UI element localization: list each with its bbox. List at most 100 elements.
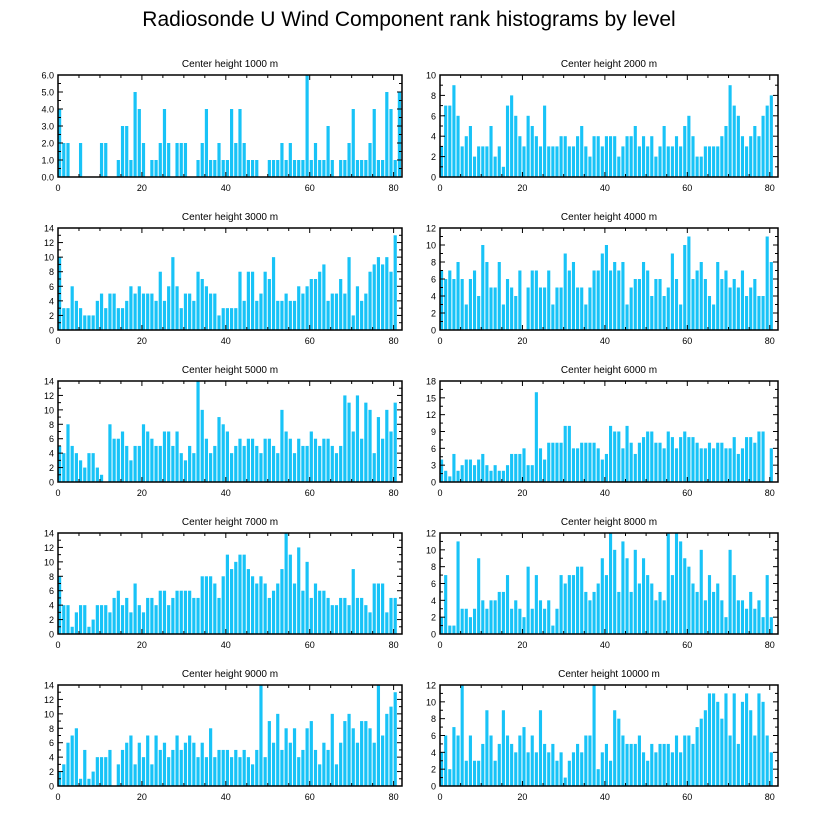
panel-8-bar-4 (456, 541, 460, 634)
panel-6-bar-59 (683, 431, 687, 482)
panel-6-bar-69 (724, 448, 728, 482)
panel-4-bar-4 (456, 262, 460, 330)
panel-4-bar-35 (584, 304, 588, 330)
panel-1-bar-41 (230, 109, 234, 177)
panel-5-bar-21 (146, 431, 150, 482)
panel-9-bar-76 (376, 685, 381, 786)
panel-9-bar-6 (83, 749, 87, 786)
panel-4-bar-31 (567, 270, 571, 330)
panel-5-bar-46 (250, 438, 255, 482)
panel-1-bar-77 (381, 160, 385, 177)
panel-4-bar-2 (448, 270, 452, 330)
panel-2-bar-68 (720, 136, 724, 177)
panel-4-ytick-label: 10 (426, 241, 436, 251)
panel-10-bar-49 (641, 752, 646, 786)
panel-2-bar-22 (530, 126, 534, 177)
panel-9-bar-16 (125, 742, 129, 786)
panel-6-bar-24 (538, 448, 543, 482)
panel-9-bar-45 (246, 757, 250, 786)
panel-10-bar-71 (732, 693, 736, 786)
panel-8-bar-79 (765, 575, 769, 634)
panel-8-bar-6 (464, 608, 468, 634)
panel-4-bar-37 (592, 270, 596, 330)
panel-5-bar-14 (116, 438, 120, 482)
panel-3-bar-56 (292, 300, 297, 330)
panel-9-bar-54 (284, 728, 288, 786)
panel-10-bar-20 (522, 727, 526, 786)
panel-8-bar-20 (522, 617, 526, 634)
panel-6-bar-5 (460, 465, 464, 482)
panel-8-bar-63 (699, 549, 703, 634)
panel-9-bar-23 (154, 735, 158, 786)
panel-8-title: Center height 8000 m (561, 517, 657, 528)
panel-2-bar-14 (497, 146, 501, 177)
panel-10-bar-50 (646, 760, 650, 786)
panel-5-bar-30 (183, 460, 188, 482)
panel-6-bar-32 (571, 448, 576, 482)
panel-1-bar-10 (99, 143, 104, 177)
panel-4-bar-11 (485, 262, 489, 330)
panel-3-bar-58 (301, 293, 305, 330)
panel-9-bar-5 (78, 778, 83, 786)
panel-5-title: Center height 5000 m (182, 365, 278, 376)
panel-9-ytick-label: 6 (49, 738, 54, 748)
panel-8-bar-66 (712, 591, 716, 634)
panel-2-bar-28 (555, 146, 559, 177)
panel-10-bar-33 (576, 743, 580, 786)
panel-8-bar-25 (543, 608, 547, 634)
panel-4-bar-14 (497, 262, 501, 330)
panel-7-bar-64 (326, 597, 330, 634)
panel-10-bar-41 (609, 760, 613, 786)
panel-7-bar-17 (129, 612, 133, 634)
panel-3-bar-71 (355, 286, 360, 330)
panel-1-bar-34 (200, 143, 204, 177)
panel-7-ytick-label: 8 (49, 572, 54, 582)
panel-10-bar-1 (444, 735, 448, 786)
panel-3-bar-37 (213, 293, 217, 330)
panel-4-bar-21 (526, 287, 530, 330)
panel-2-bar-48 (637, 146, 641, 177)
panel-1-bar-54 (284, 160, 288, 177)
panel-9-bar-25 (162, 742, 167, 786)
panel-8-bar-7 (468, 617, 472, 634)
panel-5-bar-36 (209, 453, 213, 482)
panel-7-bar-53 (280, 569, 284, 634)
panel-5-bar-65 (330, 445, 334, 482)
panel-3-bar-35 (204, 286, 209, 330)
panel-7-bar-61 (313, 583, 318, 634)
panel-4-bar-7 (468, 279, 472, 330)
panel-2-bar-21 (526, 115, 530, 177)
panel-2-bar-75 (749, 136, 753, 177)
panel-6-bar-73 (740, 448, 745, 482)
panel-10-bar-64 (703, 710, 707, 786)
panel-6-bar-16 (505, 465, 510, 482)
panel-2-bar-44 (621, 146, 625, 177)
panel-9-bar-10 (99, 757, 104, 786)
panel-9-bar-51 (271, 742, 276, 786)
panel-8-bar-76 (753, 608, 757, 634)
panel-8-ytick-label: 0 (431, 630, 436, 640)
panel-3-bar-5 (78, 308, 83, 330)
panel-4-bar-27 (551, 304, 555, 330)
panel-6-bar-80 (769, 448, 773, 482)
panel-4-bar-30 (563, 253, 567, 330)
panel-10-bar-30 (563, 777, 567, 786)
panel-10-bar-39 (600, 752, 604, 786)
panel-7-bar-16 (125, 597, 129, 634)
panel-5-bar-35 (204, 438, 209, 482)
panel-4-bar-6 (464, 304, 468, 330)
panel-2-bar-77 (757, 136, 761, 177)
panel-9-bar-33 (196, 757, 200, 786)
panel-2-bar-38 (596, 136, 600, 177)
panel-7-bar-41 (230, 569, 234, 634)
panel-6-xtick-label: 60 (682, 488, 692, 498)
panel-3-bar-70 (351, 315, 355, 330)
panel-8-bar-14 (497, 591, 501, 634)
panel-1-bar-36 (209, 160, 213, 177)
panel-5-ytick-label: 2 (49, 463, 54, 473)
panel-8-bar-27 (551, 625, 555, 634)
panel-8-bar-36 (588, 600, 592, 634)
panel-3-bar-32 (192, 300, 196, 330)
panel-2-bar-49 (641, 136, 646, 177)
panel-1-bar-62 (318, 160, 322, 177)
